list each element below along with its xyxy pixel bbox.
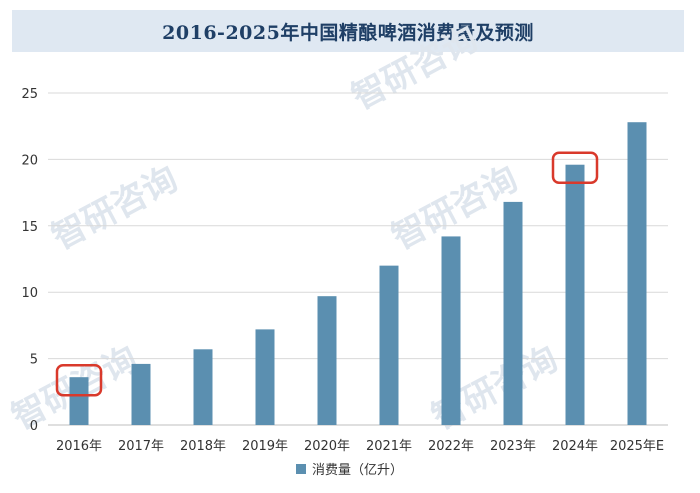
y-axis-ticks: 0 5 10 15 20 25 [21,87,38,434]
highlight-box [551,151,599,184]
watermark: 智研咨询智研咨询智研咨询智研咨询智研咨询 [5,19,564,438]
highlight-boxes [55,151,599,397]
bar [441,236,461,425]
y-tick-label: 15 [21,220,38,235]
legend-swatch [296,464,306,474]
watermark-text: 智研咨询 [45,159,184,258]
x-tick-label: 2020年 [304,439,350,454]
legend-label: 消费量（亿升） [312,463,403,478]
x-tick-label: 2016年 [56,439,102,454]
chart-title: 2016-2025年中国精酿啤酒消费量及预测 [162,21,534,44]
y-tick-label: 5 [30,353,38,368]
bar [255,329,275,425]
bar [193,349,213,425]
watermark-text: 智研咨询 [345,19,484,118]
bar [503,201,523,425]
bar [69,377,89,425]
highlight-box [55,363,103,397]
y-tick-label: 10 [21,286,38,301]
bar [317,296,337,425]
x-tick-label: 2018年 [180,439,226,454]
x-tick-label: 2023年 [490,439,536,454]
x-tick-label: 2022年 [428,439,474,454]
x-tick-label: 2024年 [552,439,598,454]
bar [627,122,647,425]
x-tick-label: 2025年E [610,439,664,454]
legend: 消费量（亿升） [296,463,403,478]
x-axis-ticks: 2016年 2017年 2018年 2019年 2020年 2021年 2022年 2023年… [56,439,664,454]
gridlines [48,92,668,426]
bars [69,122,647,425]
title-bar: 2016-2025年中国精酿啤酒消费量及预测 [12,10,684,52]
x-tick-label: 2021年 [366,439,412,454]
bar [379,265,399,425]
bar [131,363,151,425]
x-tick-label: 2017年 [118,439,164,454]
bar [565,164,585,425]
y-tick-label: 0 [30,419,38,434]
y-tick-label: 25 [21,87,38,102]
y-tick-label: 20 [21,153,38,168]
x-tick-label: 2019年 [242,439,288,454]
